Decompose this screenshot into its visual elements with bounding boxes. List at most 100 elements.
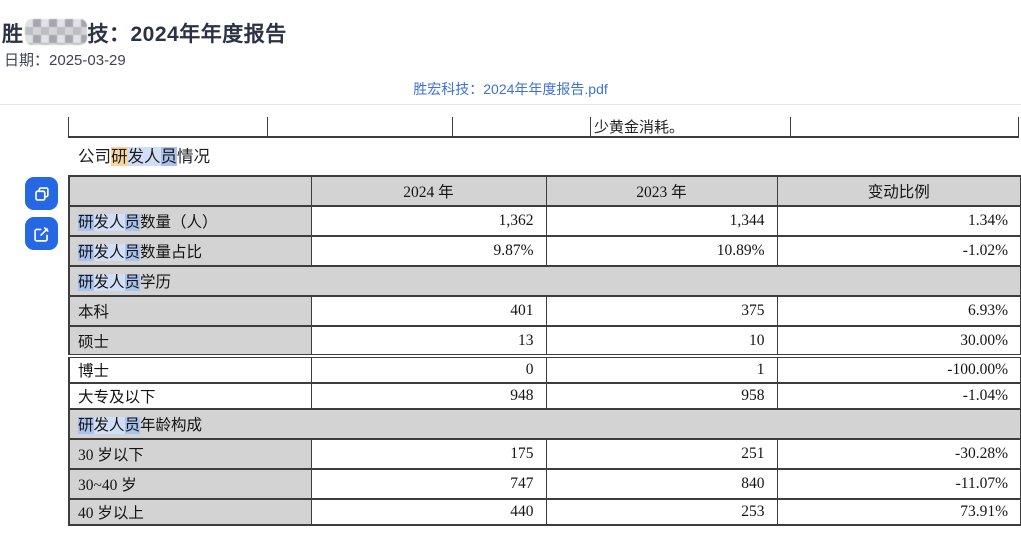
value-cell: -11.07% — [776, 468, 1021, 500]
table-row: 硕士 13 10 30.00% — [68, 325, 1021, 357]
fragment-text: 少黄金消耗。 — [594, 120, 685, 136]
date-line: 日期：2025-03-29 — [4, 49, 126, 70]
row-label-cell: 40 岁以上 — [68, 498, 312, 526]
table-row: 40 岁以上 440 253 73.91% — [68, 498, 1021, 526]
row-label-cell: 博士 — [68, 354, 312, 384]
search-highlight: 研 — [78, 274, 94, 291]
table-row: 研发人员数量占比 9.87% 10.89% -1.02% — [68, 235, 1021, 267]
table-row: 大专及以下 948 958 -1.04% — [68, 382, 1021, 410]
fragment-border — [267, 117, 268, 136]
text-segment: 情况 — [177, 147, 210, 166]
search-highlight: 员 — [160, 147, 177, 166]
copy-button[interactable] — [25, 177, 58, 210]
pdf-link-row: 胜宏科技：2024年年度报告.pdf — [0, 79, 1021, 99]
table-body: 研发人员数量（人） 1,362 1,344 1.34% 研发人员数量占比 9.87% 10.… — [68, 205, 1021, 526]
edit-icon — [31, 223, 53, 245]
value-cell: 1.34% — [776, 205, 1021, 237]
table-row: 30 岁以下 175 251 -30.28% — [68, 438, 1021, 470]
date-value: 2025-03-29 — [49, 52, 126, 69]
section-label-cell: 研发人员年龄构成 — [68, 408, 1021, 440]
header-divider — [0, 104, 1021, 105]
rd-personnel-table: 2024 年 2023 年变动比例 研发人员数量（人） 1,362 1,344 1.34… — [68, 175, 1021, 526]
redacted-blur-block — [24, 19, 87, 46]
value-cell: -1.04% — [776, 382, 1021, 410]
row-label-cell: 30 岁以下 — [68, 438, 312, 470]
text-segment: 学历 — [140, 274, 172, 291]
pdf-link[interactable]: 胜宏科技：2024年年度报告.pdf — [413, 81, 608, 97]
column-header — [68, 175, 312, 207]
row-label-cell: 硕士 — [68, 325, 312, 357]
value-cell: 253 — [545, 498, 778, 526]
edit-button[interactable] — [25, 217, 58, 250]
value-cell: 440 — [310, 498, 547, 526]
value-cell: 1,344 — [545, 205, 778, 237]
table-row: 30~40 岁 747 840 -11.07% — [68, 468, 1021, 500]
date-label: 日期： — [4, 52, 50, 69]
table-header-row: 2024 年 2023 年变动比例 — [68, 175, 1021, 207]
row-label-cell: 大专及以下 — [68, 382, 312, 410]
search-highlight: 研 — [78, 214, 94, 231]
search-highlight: 发人 — [127, 147, 161, 166]
text-segment: 数量占比 — [140, 244, 203, 261]
title-prefix: 胜 — [2, 23, 24, 47]
text-segment: 公司 — [78, 147, 111, 166]
column-header: 变动比例 — [776, 175, 1021, 207]
prev-table-fragment: 少黄金消耗。 — [68, 117, 1019, 138]
value-cell: 375 — [545, 295, 778, 327]
search-highlight: 研 — [111, 147, 128, 166]
text-segment: 数量（人） — [140, 214, 218, 231]
fragment-border — [790, 117, 791, 136]
row-label-cell: 30~40 岁 — [68, 468, 312, 500]
text-segment: 硕士 — [78, 333, 110, 351]
search-highlight: 发人 — [93, 274, 125, 291]
fragment-border — [452, 117, 453, 136]
search-highlight: 员 — [124, 214, 141, 231]
value-cell: 0 — [310, 354, 547, 384]
text-segment: 年龄构成 — [140, 417, 203, 434]
value-cell: 30.00% — [776, 325, 1021, 357]
text-segment: 博士 — [78, 363, 110, 380]
section-row: 研发人员年龄构成 — [68, 408, 1021, 440]
value-cell: 251 — [545, 438, 778, 470]
search-highlight: 研 — [78, 417, 94, 434]
search-highlight: 员 — [124, 244, 141, 261]
row-label-cell: 研发人员数量（人） — [68, 205, 312, 237]
search-highlight: 员 — [124, 417, 141, 434]
text-segment: 30 岁以下 — [78, 447, 144, 464]
column-header: 2023 年 — [545, 175, 778, 207]
section-row: 研发人员学历 — [68, 265, 1021, 297]
value-cell: 958 — [545, 382, 778, 410]
search-highlight: 员 — [124, 274, 141, 291]
row-label-cell: 本科 — [68, 295, 312, 327]
value-cell: 6.93% — [776, 295, 1021, 327]
table-row: 本科 401 375 6.93% — [68, 295, 1021, 327]
title-suffix: 技：2024年年度报告 — [87, 23, 287, 47]
value-cell: 401 — [310, 295, 547, 327]
value-cell: -1.02% — [776, 235, 1021, 267]
value-cell: 840 — [545, 468, 778, 500]
fragment-border — [68, 117, 69, 136]
text-segment: 本科 — [78, 304, 110, 321]
table-row: 博士 0 1 -100.00% — [68, 354, 1021, 384]
value-cell: 10 — [545, 325, 778, 357]
search-highlight: 发人 — [93, 244, 125, 261]
text-segment: 大专及以下 — [78, 389, 156, 406]
copy-icon — [31, 183, 53, 205]
row-label-cell: 研发人员数量占比 — [68, 235, 312, 267]
search-highlight: 发人 — [93, 417, 125, 434]
value-cell: 747 — [310, 468, 547, 500]
value-cell: 9.87% — [310, 235, 547, 267]
value-cell: 10.89% — [545, 235, 778, 267]
value-cell: 1,362 — [310, 205, 547, 237]
fragment-border — [1018, 117, 1019, 136]
value-cell: 73.91% — [776, 498, 1021, 526]
fragment-border — [590, 117, 591, 136]
value-cell: 948 — [310, 382, 547, 410]
section-label-cell: 研发人员学历 — [68, 265, 1021, 297]
text-segment: 40 岁以上 — [78, 505, 144, 522]
table-row: 研发人员数量（人） 1,362 1,344 1.34% — [68, 205, 1021, 237]
value-cell: -30.28% — [776, 438, 1021, 470]
value-cell: -100.00% — [776, 354, 1021, 384]
page-title: 胜 技：2024年年度报告 — [2, 18, 287, 48]
